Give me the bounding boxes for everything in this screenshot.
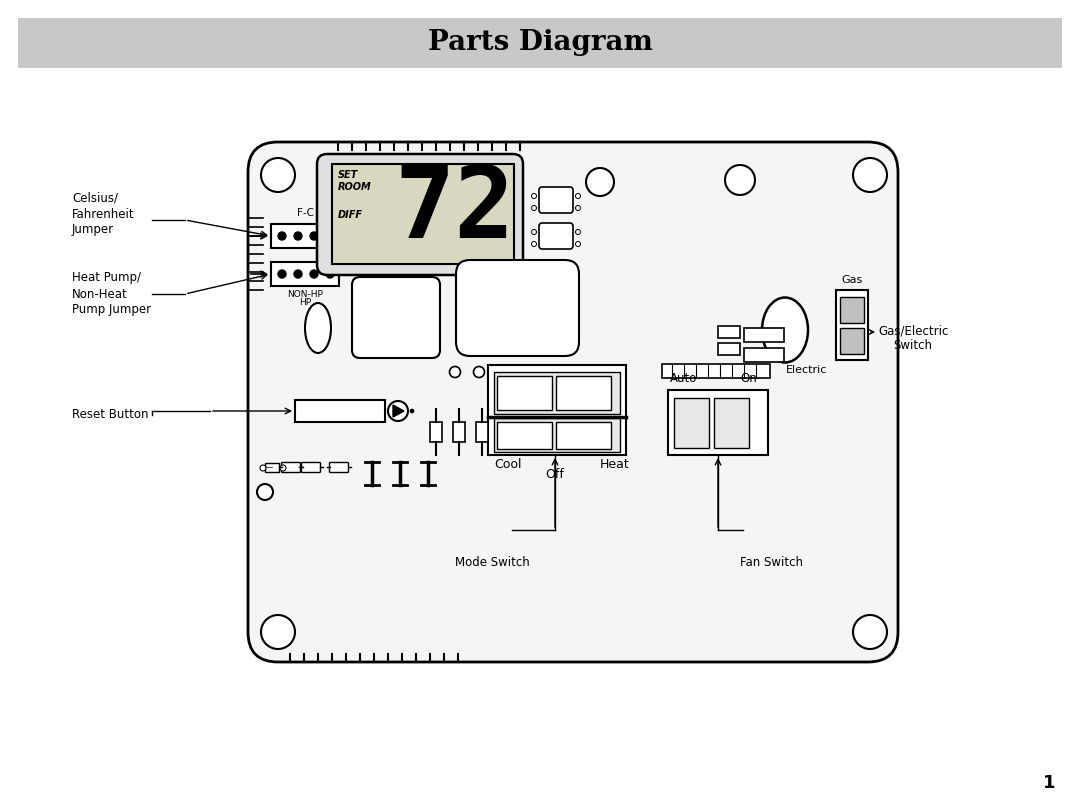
- Circle shape: [326, 270, 334, 278]
- Circle shape: [498, 366, 509, 377]
- Text: On: On: [740, 372, 757, 385]
- Bar: [497, 376, 552, 410]
- Bar: [744, 348, 784, 362]
- Polygon shape: [393, 405, 404, 417]
- FancyBboxPatch shape: [329, 463, 349, 472]
- Circle shape: [531, 241, 537, 246]
- Text: Celsius/
Fahrenheit
Jumper: Celsius/ Fahrenheit Jumper: [72, 191, 135, 237]
- Bar: [295, 400, 384, 422]
- Circle shape: [388, 401, 408, 421]
- Circle shape: [545, 366, 556, 377]
- Text: Electric: Electric: [785, 365, 827, 375]
- Text: 72: 72: [395, 161, 515, 258]
- Text: F-C: F-C: [297, 208, 313, 218]
- Bar: [265, 463, 279, 472]
- FancyBboxPatch shape: [352, 277, 440, 358]
- Circle shape: [576, 206, 581, 211]
- Text: SET: SET: [338, 170, 359, 180]
- FancyBboxPatch shape: [456, 260, 579, 356]
- FancyBboxPatch shape: [248, 142, 897, 662]
- Text: Reset Button: Reset Button: [72, 408, 149, 421]
- Bar: [18, 18, 1062, 68]
- Text: Heat Pump/
Non-Heat
Pump Jumper: Heat Pump/ Non-Heat Pump Jumper: [72, 271, 151, 317]
- Bar: [494, 372, 620, 414]
- Circle shape: [257, 484, 273, 500]
- Bar: [674, 398, 708, 448]
- Bar: [430, 422, 442, 442]
- Circle shape: [522, 366, 532, 377]
- Circle shape: [594, 366, 605, 377]
- Bar: [714, 398, 750, 448]
- Circle shape: [725, 165, 755, 195]
- FancyBboxPatch shape: [301, 463, 321, 472]
- FancyBboxPatch shape: [318, 154, 523, 275]
- Bar: [476, 422, 488, 442]
- Bar: [497, 422, 552, 449]
- Circle shape: [576, 194, 581, 198]
- Circle shape: [473, 366, 485, 377]
- Circle shape: [531, 206, 537, 211]
- Text: Auto: Auto: [670, 372, 698, 385]
- Text: 1: 1: [1042, 774, 1055, 792]
- Text: Heat: Heat: [600, 458, 630, 471]
- FancyBboxPatch shape: [539, 223, 573, 249]
- Bar: [453, 422, 465, 442]
- Bar: [836, 290, 868, 360]
- Bar: [332, 164, 514, 264]
- Circle shape: [278, 270, 286, 278]
- Text: Parts Diagram: Parts Diagram: [428, 29, 652, 57]
- Circle shape: [576, 241, 581, 246]
- Text: Mode Switch: Mode Switch: [455, 556, 530, 569]
- Bar: [271, 262, 339, 286]
- Circle shape: [278, 232, 286, 240]
- Circle shape: [531, 194, 537, 198]
- Circle shape: [449, 366, 460, 377]
- Bar: [744, 328, 784, 342]
- Bar: [718, 326, 740, 338]
- Bar: [488, 365, 626, 455]
- Circle shape: [569, 366, 581, 377]
- Text: HP: HP: [299, 298, 311, 307]
- Bar: [556, 422, 611, 449]
- Circle shape: [586, 168, 615, 196]
- Bar: [271, 224, 339, 248]
- Circle shape: [261, 615, 295, 649]
- Text: Fan Switch: Fan Switch: [740, 556, 804, 569]
- Circle shape: [310, 270, 318, 278]
- Circle shape: [576, 229, 581, 235]
- Circle shape: [853, 158, 887, 192]
- Bar: [840, 328, 864, 354]
- Circle shape: [294, 270, 302, 278]
- FancyBboxPatch shape: [282, 463, 300, 472]
- Text: NON-HP: NON-HP: [287, 290, 323, 299]
- Text: Off: Off: [545, 468, 565, 481]
- Circle shape: [260, 465, 266, 471]
- Text: ROOM: ROOM: [338, 182, 372, 192]
- Circle shape: [326, 232, 334, 240]
- Bar: [718, 343, 740, 355]
- Bar: [662, 364, 770, 378]
- Bar: [840, 297, 864, 323]
- Text: DIFF: DIFF: [338, 210, 363, 220]
- Bar: [494, 418, 620, 452]
- Circle shape: [410, 409, 414, 413]
- Circle shape: [280, 465, 286, 471]
- Bar: [669, 390, 768, 455]
- Bar: [556, 376, 611, 410]
- Ellipse shape: [305, 303, 330, 353]
- Ellipse shape: [762, 297, 808, 363]
- Circle shape: [853, 615, 887, 649]
- Circle shape: [310, 232, 318, 240]
- Circle shape: [261, 158, 295, 192]
- Text: Gas/Electric
Switch: Gas/Electric Switch: [878, 324, 948, 352]
- Text: Gas: Gas: [841, 275, 863, 285]
- Circle shape: [453, 158, 487, 192]
- Circle shape: [531, 229, 537, 235]
- FancyBboxPatch shape: [539, 187, 573, 213]
- Circle shape: [294, 232, 302, 240]
- Text: Cool: Cool: [494, 458, 522, 471]
